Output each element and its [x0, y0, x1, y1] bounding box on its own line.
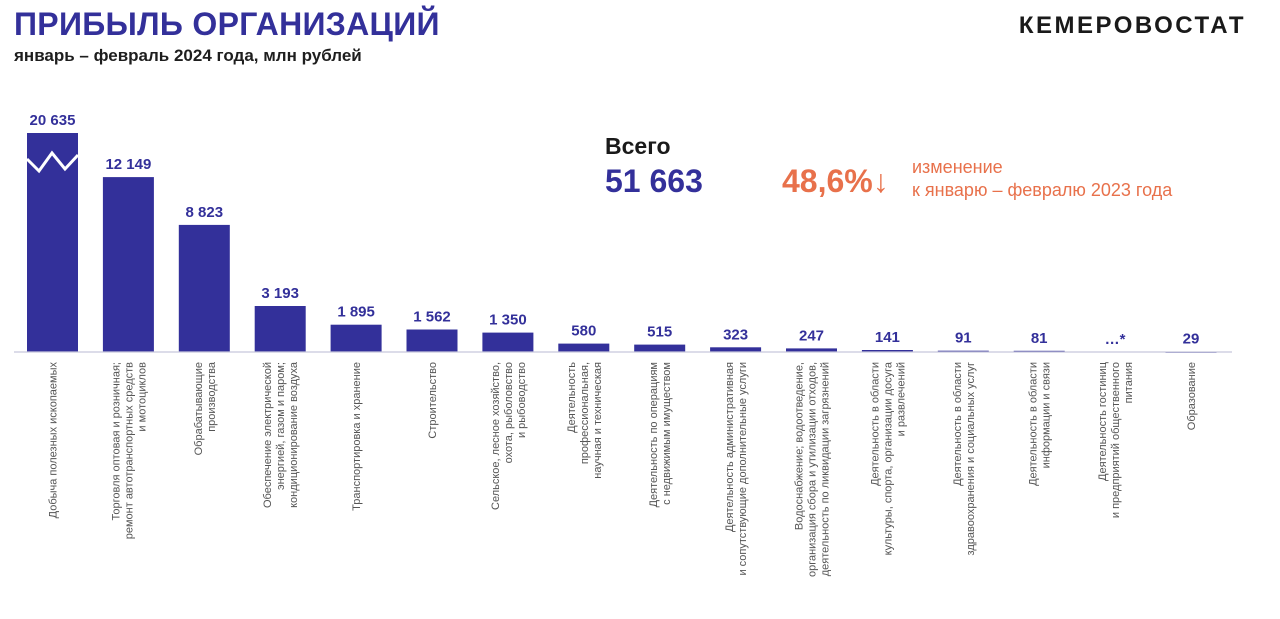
bar-9 [710, 347, 762, 352]
value-label-0: 20 635 [30, 112, 76, 129]
value-label-7: 580 [571, 323, 596, 340]
category-label-line: Деятельность в области [1028, 362, 1040, 486]
value-label-13: 81 [1031, 330, 1048, 347]
category-label-line: Обрабатывающие [193, 362, 205, 455]
category-label-line: Транспортировка и хранение [351, 362, 363, 511]
category-label-line: производства [206, 361, 218, 432]
category-label-line: Водоснабжение; водоотведение, [794, 362, 806, 530]
category-label-line: кондиционирование воздуха [288, 361, 300, 508]
change-value: 48,6%↓ [782, 163, 889, 199]
category-label-14: Деятельность гостиници предприятий общес… [1097, 361, 1135, 518]
category-label-7: Деятельностьпрофессиональная,научная и т… [566, 362, 604, 479]
category-label-line: и рыбоводство [516, 362, 528, 438]
bar-1 [102, 177, 154, 352]
category-label-line: питания [1123, 362, 1135, 403]
value-label-5: 1 562 [413, 309, 451, 326]
change-note-line1: изменение [912, 157, 1003, 177]
value-label-14: …* [1105, 331, 1126, 348]
category-label-3: Обеспечение электрическойэнергией, газом… [262, 361, 300, 508]
category-label-line: Деятельность [566, 362, 578, 433]
category-label-line: Обеспечение электрической [262, 362, 274, 508]
category-label-line: Деятельность административная [724, 362, 736, 532]
category-label-line: и мотоциклов [136, 362, 148, 432]
category-label-line: ремонт автотранспортных средств [123, 362, 135, 539]
bar-3 [254, 306, 306, 352]
total-label: Всего [605, 133, 671, 159]
bar-6 [482, 332, 534, 352]
category-label-line: Строительство [427, 362, 439, 439]
category-label-line: и развлечений [895, 362, 907, 436]
category-label-line: с недвижимым имуществом [661, 362, 673, 505]
category-label-line: Деятельность в области [952, 362, 964, 486]
category-label-line: охота, рыболовство [503, 362, 515, 463]
bar-8 [634, 344, 686, 352]
category-label-line: энергией, газом и паром; [275, 362, 287, 490]
brand-logo-text: КЕМЕРОВОСТАТ [1018, 12, 1246, 39]
chart-category-labels: Добыча полезных ископаемых Торговля оптов… [48, 361, 1199, 577]
bar-4 [330, 324, 382, 352]
value-label-9: 323 [723, 326, 748, 343]
value-label-6: 1 350 [489, 312, 527, 329]
category-label-line: информации и связи [1041, 362, 1053, 468]
bar-12 [937, 350, 989, 352]
bar-11 [861, 350, 913, 352]
category-label-1: Торговля оптовая и розничная;ремонт авто… [110, 362, 148, 539]
category-label-line: профессиональная, [579, 362, 591, 464]
value-label-2: 8 823 [186, 204, 224, 221]
category-label-6: Сельское, лесное хозяйство,охота, рыболо… [490, 362, 528, 510]
category-label-line: Сельское, лесное хозяйство, [490, 362, 502, 510]
category-label-10: Водоснабжение; водоотведение,организация… [794, 362, 832, 577]
category-label-line: научная и техническая [592, 362, 604, 479]
value-label-3: 3 193 [261, 285, 299, 302]
category-label-line: Добыча полезных ископаемых [48, 362, 60, 519]
chart-bars [25, 133, 1217, 353]
value-label-8: 515 [647, 324, 672, 341]
category-label-line: организация сбора и утилизации отходов, [807, 362, 819, 577]
category-label-line: деятельность по ликвидации загрязнений [820, 362, 832, 576]
category-label-line: и сопутствующие дополнительные услуги [737, 362, 749, 576]
page-title: ПРИБЫЛЬ ОРГАНИЗАЦИЙ [14, 6, 440, 42]
category-label-8: Деятельность по операциямс недвижимым им… [648, 362, 673, 507]
bar-2 [178, 224, 230, 352]
category-label-line: Деятельность в области [869, 362, 881, 486]
value-label-4: 1 895 [337, 304, 375, 321]
category-label-line: здравоохранения и социальных услуг [965, 362, 977, 555]
bar-10 [786, 348, 837, 352]
category-label-5: Строительство [427, 362, 439, 439]
value-label-10: 247 [799, 327, 824, 344]
category-label-line: культуры, спорта, организации досуга [882, 361, 894, 555]
category-label-line: Деятельность гостиниц [1097, 361, 1109, 481]
category-label-0: Добыча полезных ископаемых [48, 362, 60, 519]
chart-value-labels: 20 635 12 149 8 823 3 193 1 895 1 562 1 350 580… [30, 112, 1200, 348]
axis-break-mark [25, 150, 80, 174]
category-label-9: Деятельность административнаяи сопутству… [724, 362, 749, 576]
category-label-line: и предприятий общественного [1110, 362, 1122, 518]
value-label-12: 91 [955, 330, 972, 347]
bar-7 [558, 343, 610, 352]
category-label-line: Деятельность по операциям [648, 362, 660, 507]
value-label-15: 29 [1183, 331, 1200, 348]
bar-5 [406, 329, 458, 352]
category-label-15: Образование [1186, 362, 1198, 430]
category-label-line: Образование [1186, 362, 1198, 430]
total-value: 51 663 [605, 163, 703, 199]
value-label-11: 141 [875, 329, 900, 346]
category-label-13: Деятельность в областиинформации и связи [1028, 362, 1053, 486]
category-label-4: Транспортировка и хранение [351, 362, 363, 511]
change-note-line2: к январю – февралю 2023 года [912, 180, 1173, 200]
page-subtitle: январь – февраль 2024 года, млн рублей [14, 46, 362, 65]
change-note: изменение к январю – февралю 2023 года [912, 156, 1172, 202]
category-label-line: Торговля оптовая и розничная; [110, 362, 122, 520]
category-label-12: Деятельность в областиздравоохранения и … [952, 362, 977, 555]
value-label-1: 12 149 [105, 156, 151, 173]
category-label-11: Деятельность в областикультуры, спорта, … [869, 361, 907, 555]
category-label-2: Обрабатывающиепроизводства [193, 361, 218, 455]
